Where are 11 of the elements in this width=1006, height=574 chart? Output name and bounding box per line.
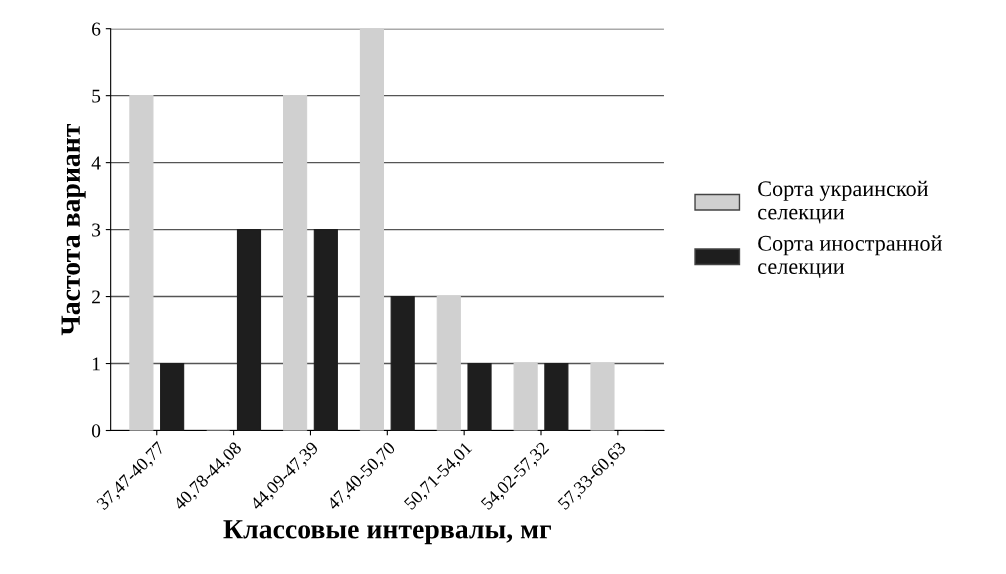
y-tick-label: 0 <box>91 424 101 438</box>
y-tick-label: 3 <box>92 223 101 237</box>
y-axis-title: Частота вариант <box>61 123 86 336</box>
x-axis-title: Классовые интервалы, мг <box>223 520 551 545</box>
y-tick-label: 4 <box>91 156 101 170</box>
legend-label: Сорта иностранной селекции <box>758 235 942 279</box>
y-tick-label: 1 <box>92 357 100 371</box>
y-tick-label: 6 <box>92 22 101 36</box>
y-tick-label: 5 <box>92 89 101 103</box>
legend-label: Сорта украинской селекции <box>758 180 929 224</box>
y-tick-label: 2 <box>92 290 100 304</box>
